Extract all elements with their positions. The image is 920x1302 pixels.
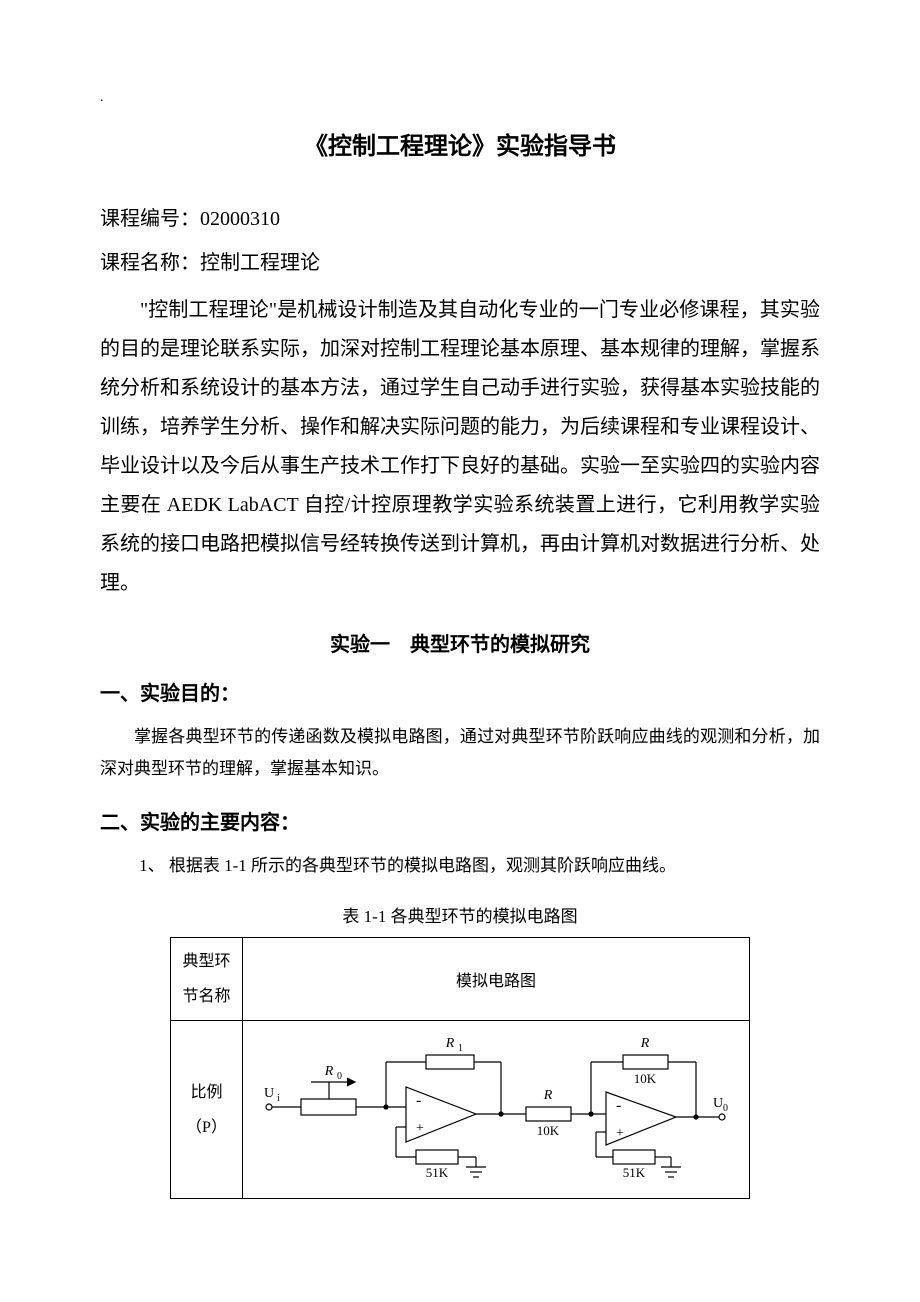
svg-text:1: 1 <box>458 1043 463 1054</box>
svg-text:10K: 10K <box>537 1123 560 1138</box>
svg-text:R: R <box>324 1064 334 1079</box>
svg-text:+: + <box>616 1126 624 1141</box>
table-row: 比例（P） U i <box>171 1021 750 1199</box>
sec2-heading: 二、实验的主要内容： <box>100 806 820 835</box>
course-name-line: 课程名称：控制工程理论 <box>100 245 820 281</box>
svg-text:U: U <box>264 1086 274 1101</box>
page-container: . 《控制工程理论》实验指导书 课程编号：02000310 课程名称：控制工程理… <box>0 0 920 1259</box>
table-caption: 表 1-1 各典型环节的模拟电路图 <box>100 902 820 927</box>
sec2-item-1: 1、 根据表 1-1 所示的各典型环节的模拟电路图，观测其阶跃响应曲线。 <box>100 850 820 882</box>
svg-text:51K: 51K <box>426 1165 449 1180</box>
course-code-line: 课程编号：02000310 <box>100 201 820 237</box>
svg-text:i: i <box>277 1093 280 1104</box>
svg-text:R: R <box>640 1036 650 1051</box>
header-left-cell: 典型环节名称 <box>171 937 243 1020</box>
svg-text:-: - <box>416 1092 421 1109</box>
document-title: 《控制工程理论》实验指导书 <box>100 126 820 161</box>
svg-text:+: + <box>416 1121 424 1136</box>
course-code-value: 02000310 <box>200 208 280 230</box>
sec1-heading: 一、实验目的： <box>100 677 820 706</box>
svg-text:U: U <box>713 1096 723 1111</box>
svg-text:0: 0 <box>723 1103 728 1114</box>
row1-circuit-cell: U i R 0 <box>243 1021 750 1199</box>
header-right-cell: 模拟电路图 <box>243 937 750 1020</box>
sec1-paragraph: 掌握各典型环节的传递函数及模拟电路图，通过对典型环节阶跃响应曲线的观测和分析，加… <box>100 721 820 786</box>
course-name-value: 控制工程理论 <box>200 252 320 274</box>
intro-paragraph: "控制工程理论"是机械设计制造及其自动化专业的一门专业必修课程，其实验的目的是理… <box>100 291 820 603</box>
svg-text:R: R <box>543 1088 553 1103</box>
svg-text:51K: 51K <box>623 1165 646 1180</box>
svg-text:-: - <box>616 1097 621 1114</box>
circuit-diagram: U i R 0 <box>251 1027 741 1187</box>
svg-text:0: 0 <box>337 1071 342 1082</box>
course-code-label: 课程编号： <box>100 208 200 230</box>
svg-text:10K: 10K <box>634 1071 657 1086</box>
circuit-table: 典型环节名称 模拟电路图 比例（P） U i <box>170 937 750 1199</box>
row1-name-cell: 比例（P） <box>171 1021 243 1199</box>
svg-text:R: R <box>445 1036 455 1051</box>
course-name-label: 课程名称： <box>100 252 200 274</box>
corner-dot: . <box>100 90 820 106</box>
experiment-1-title: 实验一 典型环节的模拟研究 <box>100 628 820 657</box>
table-header-row: 典型环节名称 模拟电路图 <box>171 937 750 1020</box>
